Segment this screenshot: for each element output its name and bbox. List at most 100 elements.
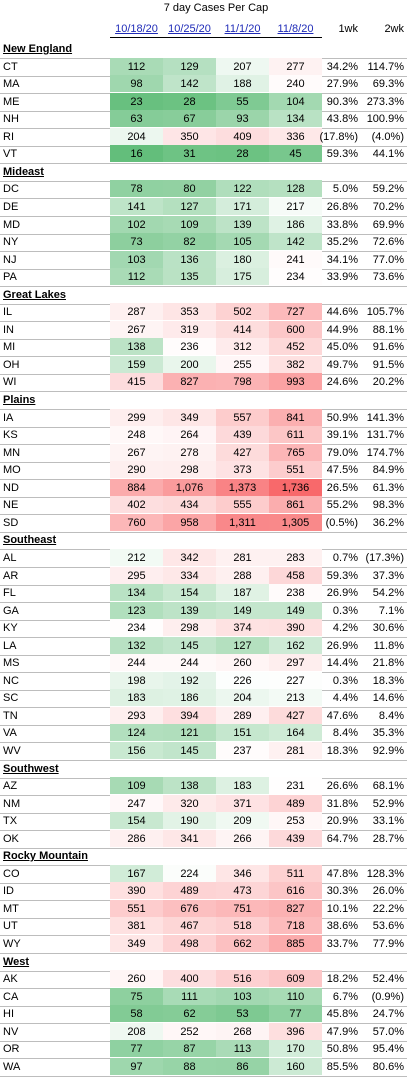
cases-cell: 827	[163, 373, 216, 390]
change-2wk: 91.5%	[372, 359, 404, 371]
change-1wk: 45.0%	[326, 341, 358, 353]
cases-cell: 113	[216, 1040, 269, 1057]
table-row: TX 154 190 209 253 20.9% 33.1%	[0, 812, 407, 831]
cases-cell: 134	[110, 584, 163, 601]
column-header-0: 10/18/20	[115, 23, 158, 35]
cases-cell: 498	[163, 935, 216, 952]
cases-cell: 290	[110, 461, 163, 478]
state-code: VT	[3, 148, 18, 160]
state-code: KY	[3, 622, 18, 634]
table-row: CT 112 129 207 277 34.2% 114.7%	[0, 58, 407, 77]
state-code: WI	[3, 376, 17, 388]
change-2wk: 68.1%	[372, 780, 404, 792]
table-row: LA 132 145 127 162 26.9% 11.8%	[0, 637, 407, 656]
change-1wk: (0.5%)	[325, 517, 358, 529]
cases-cell: 134	[269, 110, 322, 127]
change-2wk: 91.6%	[372, 341, 404, 353]
state-code: TN	[3, 710, 18, 722]
region-label: Plains	[3, 394, 36, 406]
change-1wk: 33.7%	[326, 938, 358, 950]
cases-cell: 489	[269, 795, 322, 812]
table-row: HI 58 62 53 77 45.8% 24.7%	[0, 1005, 407, 1024]
cases-cell: 349	[110, 935, 163, 952]
cases-cell: 342	[163, 549, 216, 566]
cases-cell: 77	[110, 1040, 163, 1057]
cases-cell: 129	[163, 58, 216, 75]
cases-cell: 45	[269, 145, 322, 162]
cases-cell: 439	[269, 830, 322, 847]
cases-cell: 434	[163, 496, 216, 513]
table-row: OR 77 87 113 170 50.8% 95.4%	[0, 1040, 407, 1059]
cases-cell: 141	[110, 198, 163, 215]
change-1wk: 38.6%	[326, 920, 358, 932]
state-code: FL	[3, 587, 16, 599]
cases-cell: 336	[269, 128, 322, 145]
change-1wk: 26.8%	[326, 201, 358, 213]
cases-cell: 798	[216, 373, 269, 390]
cases-cell: 278	[163, 444, 216, 461]
table-row: AZ 109 138 183 231 26.6% 68.1%	[0, 777, 407, 796]
cases-cell: 299	[110, 409, 163, 426]
change-1wk: 30.3%	[326, 885, 358, 897]
table-row: IL 287 353 502 727 44.6% 105.7%	[0, 303, 407, 322]
change-2wk: 18.3%	[372, 675, 404, 687]
cases-cell: 109	[163, 216, 216, 233]
change-2wk: 141.3%	[366, 412, 404, 424]
change-2wk: 273.3%	[366, 96, 404, 108]
state-code: WA	[3, 1061, 21, 1073]
cases-cell: 187	[216, 584, 269, 601]
cases-cell: 266	[216, 830, 269, 847]
cases-cell: 142	[269, 233, 322, 250]
change-1wk: 31.8%	[326, 798, 358, 810]
change-2wk: 95.4%	[372, 1043, 404, 1055]
table-row: UT 381 467 518 718 38.6% 53.6%	[0, 917, 407, 936]
cases-cell: 993	[269, 373, 322, 390]
cases-cell: 180	[216, 251, 269, 268]
change-2wk: 26.0%	[372, 885, 404, 897]
change-2wk: 20.2%	[372, 376, 404, 388]
cases-cell: 1,076	[163, 479, 216, 496]
table-row: DE 141 127 171 217 26.8% 70.2%	[0, 198, 407, 217]
table-row: DC 78 80 122 128 5.0% 59.2%	[0, 180, 407, 199]
cases-cell: 255	[216, 356, 269, 373]
state-code: DE	[3, 201, 19, 213]
change-2wk: 53.6%	[372, 920, 404, 932]
cases-cell: 62	[163, 1005, 216, 1022]
cases-cell: 268	[216, 1023, 269, 1040]
state-code: OK	[3, 833, 19, 845]
cases-cell: 298	[163, 461, 216, 478]
state-code: OH	[3, 359, 20, 371]
change-1wk: 26.5%	[326, 482, 358, 494]
cases-cell: 374	[216, 619, 269, 636]
cases-cell: 159	[110, 356, 163, 373]
cases-cell: 452	[269, 338, 322, 355]
change-2wk: 28.7%	[372, 833, 404, 845]
state-code: IA	[3, 412, 14, 424]
cases-cell: 861	[269, 496, 322, 513]
table-row: NY 73 82 105 142 35.2% 72.6%	[0, 233, 407, 252]
table-row: OK 286 341 266 439 64.7% 28.7%	[0, 830, 407, 849]
state-code: KS	[3, 429, 18, 441]
cases-cell: 16	[110, 145, 163, 162]
change-1wk: 59.3%	[326, 148, 358, 160]
cases-cell: 244	[110, 654, 163, 671]
cases-cell: 415	[110, 373, 163, 390]
cases-cell: 289	[216, 707, 269, 724]
change-1wk: 49.7%	[326, 359, 358, 371]
change-2wk: 114.7%	[367, 61, 405, 73]
state-code: AZ	[3, 780, 18, 792]
change-1wk: 43.8%	[326, 113, 358, 125]
cases-cell: 511	[269, 865, 322, 882]
state-code: GA	[3, 605, 19, 617]
cases-cell: 1,736	[269, 479, 322, 496]
state-code: CO	[3, 868, 20, 880]
cases-cell: 204	[216, 689, 269, 706]
cases-cell: 156	[110, 742, 163, 759]
table-row: IN 267 319 414 600 44.9% 88.1%	[0, 321, 407, 340]
cases-cell: 718	[269, 917, 322, 934]
cases-cell: 727	[269, 303, 322, 320]
cases-cell: 105	[216, 233, 269, 250]
region-label: Great Lakes	[3, 289, 66, 301]
cases-cell: 63	[110, 110, 163, 127]
cases-cell: 267	[110, 321, 163, 338]
